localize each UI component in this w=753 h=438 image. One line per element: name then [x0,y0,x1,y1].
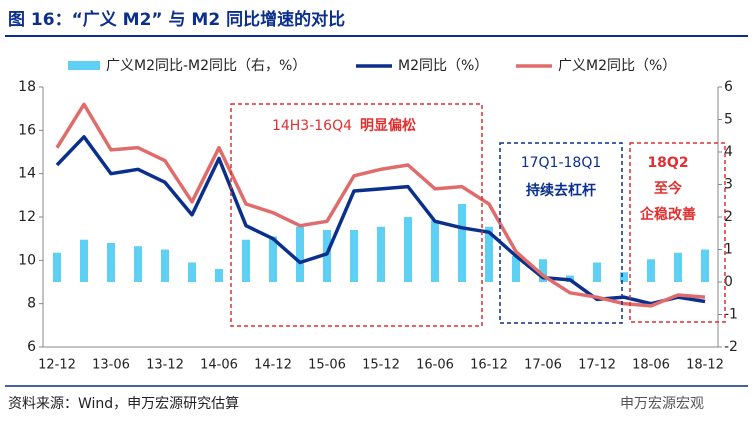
bar [485,226,493,282]
bar [188,262,196,282]
watermark: 申万宏源宏观 [620,396,704,412]
bar [323,230,331,282]
x-tick-label: 12-12 [38,358,76,373]
bar [107,243,115,282]
x-tick-label: 13-12 [146,358,184,373]
y2-tick-label: 0 [724,274,733,290]
legend-swatch [68,61,100,70]
line [55,102,706,308]
x-tick-label: 17-12 [578,358,616,373]
bar [701,249,709,282]
bar [215,269,223,282]
bar [458,204,466,282]
annotation-box [499,142,623,324]
y2-tick-label: -1 [724,307,738,323]
y-tick-label: 8 [27,296,36,312]
annotation-text: 明显偏松 [360,117,416,134]
y-tick-label: 10 [18,252,36,268]
annotation-box [629,142,726,323]
annotation-text: 18Q2 [647,155,688,171]
annotation-text: 至今 [654,180,682,197]
x-tick-label: 14-06 [200,358,238,373]
x-tick-label: 15-06 [308,358,346,373]
x-tick-label: 15-12 [362,358,400,373]
annotation-text: 持续去杠杆 [526,182,596,199]
bar [377,226,385,282]
source: 资料来源：Wind，申万宏源研究估算 [8,396,239,412]
x-tick-label: 16-12 [470,358,508,373]
legend-label: 广义M2同比（%） [558,58,676,74]
y-tick-label: 18 [18,79,36,95]
bar [53,252,61,282]
y-tick-label: 12 [18,209,36,225]
y2-tick-label: -2 [724,339,738,355]
annotation-text: 企稳改善 [639,206,696,223]
y2-tick-label: 1 [724,242,733,258]
x-tick-label: 18-06 [632,358,670,373]
annotation-text: 14H3-16Q4 [272,118,352,134]
bar [242,239,250,282]
x-tick-label: 14-12 [254,358,292,373]
y2-tick-label: 6 [724,79,733,95]
y-tick-label: 6 [27,339,36,355]
chart-title: 图 16：“广义 M2” 与 M2 同比增速的对比 [8,9,345,30]
bar [620,272,628,282]
annotation-box [230,103,483,327]
bar [404,217,412,282]
bar [647,259,655,282]
x-tick-label: 18-12 [686,358,724,373]
x-tick-label: 17-06 [524,358,562,373]
annotation-text: 17Q1-18Q1 [521,155,602,171]
line [55,135,706,306]
y2-tick-label: 4 [724,144,733,160]
bar [674,252,682,282]
bar [161,249,169,282]
y2-tick-label: 5 [724,112,733,128]
legend-label: M2同比（%） [398,58,488,74]
x-tick-label: 16-06 [416,358,454,373]
y2-tick-label: 2 [724,209,733,225]
bar [350,230,358,282]
bar [431,220,439,282]
bar [539,259,547,282]
x-tick-label: 13-06 [92,358,130,373]
bar [296,226,304,282]
bar [512,256,520,282]
y-tick-label: 14 [18,166,36,182]
bar [134,246,142,282]
bar [269,236,277,282]
bar [80,239,88,282]
legend-label: 广义M2同比-M2同比（右，%） [106,58,306,74]
bar [593,262,601,282]
y-tick-label: 16 [18,122,36,138]
y2-tick-label: 3 [724,177,733,193]
